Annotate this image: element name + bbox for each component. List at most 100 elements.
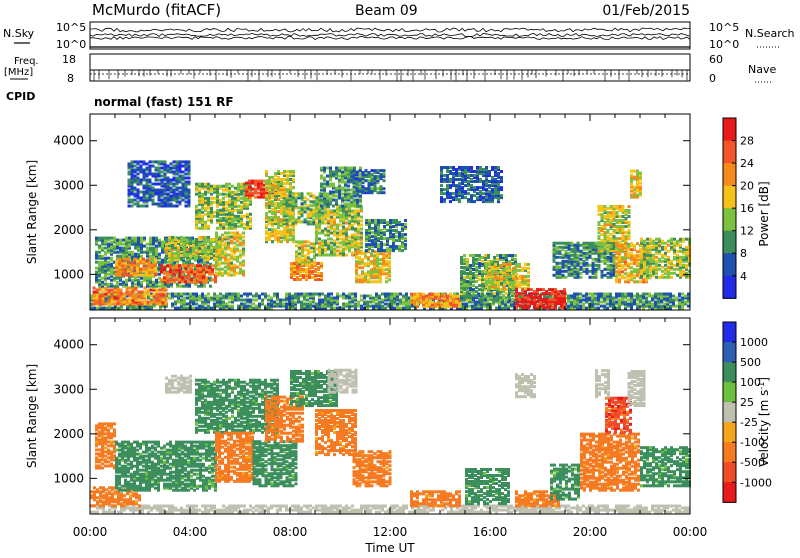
data-cell: [367, 278, 370, 281]
data-cell: [171, 293, 174, 296]
data-cell: [211, 268, 214, 271]
data-cell: [107, 243, 110, 246]
data-cell: [342, 303, 345, 306]
data-cell: [594, 297, 597, 300]
data-cell: [245, 182, 248, 185]
data-cell: [321, 240, 324, 243]
data-cell: [320, 205, 323, 208]
data-cell: [344, 181, 347, 184]
data-cell: [416, 303, 419, 306]
data-cell: [126, 299, 129, 302]
data-cell: [129, 299, 132, 302]
data-cell: [204, 307, 207, 310]
data-cell: [289, 192, 292, 195]
data-cell: [533, 296, 536, 299]
data-cell: [152, 237, 155, 240]
data-cell: [192, 244, 195, 247]
data-cell: [398, 231, 401, 234]
data-cell: [518, 298, 521, 301]
data-cell: [395, 239, 398, 242]
data-cell: [295, 196, 298, 199]
data-cell: [123, 301, 126, 304]
data-cell: [171, 236, 174, 239]
data-cell: [348, 236, 351, 239]
data-cell: [218, 238, 221, 241]
data-cell: [398, 245, 401, 248]
data-cell: [636, 293, 639, 296]
data-cell: [496, 254, 499, 257]
data-cell: [404, 237, 407, 240]
data-cell: [332, 199, 335, 202]
data-cell: [280, 230, 283, 233]
data-cell: [304, 206, 307, 209]
data-cell: [183, 252, 186, 255]
data-cell: [211, 278, 214, 281]
data-cell: [330, 216, 333, 219]
data-cell: [143, 237, 146, 240]
data-cell: [117, 307, 120, 310]
data-cell: [186, 303, 189, 306]
data-cell: [310, 192, 313, 195]
data-cell: [137, 253, 140, 256]
data-cell: [119, 277, 122, 280]
data-cell: [292, 222, 295, 225]
data-cell: [657, 293, 660, 296]
data-cell: [330, 293, 333, 296]
data-cell: [333, 240, 336, 243]
data-cell: [488, 273, 491, 276]
data-cell: [116, 255, 119, 258]
data-cell: [167, 261, 170, 264]
freq-tick-top: 18: [62, 53, 76, 66]
data-cell: [536, 296, 539, 299]
data-cell: [371, 239, 374, 242]
data-cell: [485, 271, 488, 274]
data-cell: [357, 209, 360, 212]
data-cell: [148, 258, 151, 261]
data-cell: [179, 285, 182, 288]
data-cell: [104, 237, 107, 240]
data-cell: [369, 305, 372, 308]
data-cell: [283, 194, 286, 197]
data-cell: [236, 232, 239, 235]
beam-title: Beam 09: [355, 3, 418, 19]
data-cell: [318, 293, 321, 296]
data-cell: [195, 293, 198, 296]
data-cell: [201, 183, 204, 186]
data-cell: [338, 205, 341, 208]
data-cell: [265, 170, 268, 173]
data-cell: [101, 277, 104, 280]
data-cell: [494, 263, 497, 266]
data-cell: [95, 261, 98, 264]
data-cell: [323, 177, 326, 180]
data-cell: [389, 245, 392, 248]
data-cell: [249, 299, 252, 302]
data-cell: [309, 301, 312, 304]
data-cell: [205, 268, 208, 271]
data-cell: [286, 222, 289, 225]
data-cell: [273, 293, 276, 296]
data-cell: [204, 191, 207, 194]
data-cell: [310, 246, 313, 249]
data-cell: [302, 274, 305, 277]
data-cell: [183, 242, 186, 245]
data-cell: [481, 256, 484, 259]
data-cell: [508, 254, 511, 257]
data-cell: [360, 228, 363, 231]
data-cell: [344, 167, 347, 170]
data-cell: [332, 191, 335, 194]
data-cell: [469, 254, 472, 257]
data-cell: [142, 274, 145, 277]
data-cell: [651, 295, 654, 298]
data-cell: [383, 231, 386, 234]
data-cell: [276, 293, 279, 296]
data-cell: [506, 281, 509, 284]
data-cell: [357, 228, 360, 231]
data-cell: [224, 242, 227, 245]
data-cell: [231, 293, 234, 296]
data-cell: [246, 299, 249, 302]
data-cell: [270, 297, 273, 300]
data-cell: [318, 216, 321, 219]
data-cell: [339, 242, 342, 245]
nsky-label: N.Sky: [3, 27, 35, 40]
data-cell: [370, 252, 373, 255]
